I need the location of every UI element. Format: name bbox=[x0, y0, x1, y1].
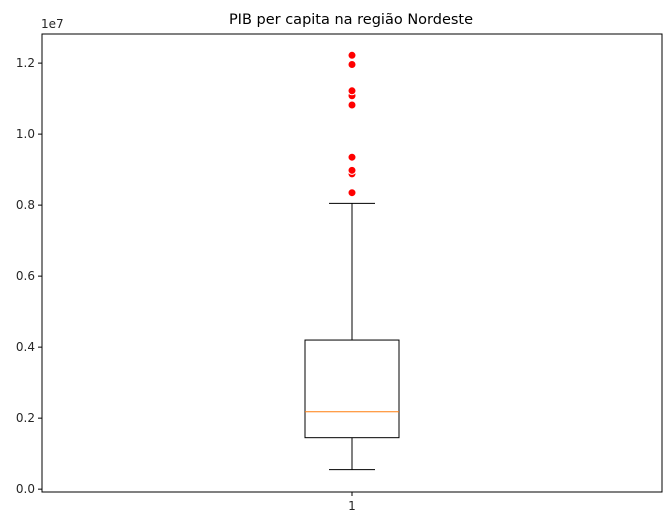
outlier-point bbox=[347, 86, 357, 96]
interquartile-box bbox=[304, 339, 400, 439]
chart-title: PIB per capita na região Nordeste bbox=[229, 12, 473, 28]
y-tick-label: 0.4 bbox=[16, 340, 35, 354]
y-offset-label: 1e7 bbox=[41, 17, 64, 31]
outlier-point bbox=[347, 152, 357, 162]
outlier-point bbox=[347, 60, 357, 70]
boxplot-series bbox=[304, 50, 400, 471]
outlier-point bbox=[347, 165, 357, 175]
y-tick-label: 0.6 bbox=[16, 269, 35, 283]
x-tick-label: 1 bbox=[348, 499, 356, 513]
y-axis: 0.0 0.2 0.4 0.6 0.8 1.0 1.2 bbox=[16, 56, 42, 496]
y-tick-label: 0.2 bbox=[16, 411, 35, 425]
y-tick-label: 0.8 bbox=[16, 198, 35, 212]
y-tick-label: 1.0 bbox=[16, 127, 35, 141]
y-tick-label: 1.2 bbox=[16, 56, 35, 70]
outlier-point bbox=[347, 100, 357, 110]
outlier-point bbox=[347, 50, 357, 60]
y-tick-label: 0.0 bbox=[16, 482, 35, 496]
outlier-point bbox=[347, 188, 357, 198]
x-axis: 1 bbox=[348, 492, 356, 513]
